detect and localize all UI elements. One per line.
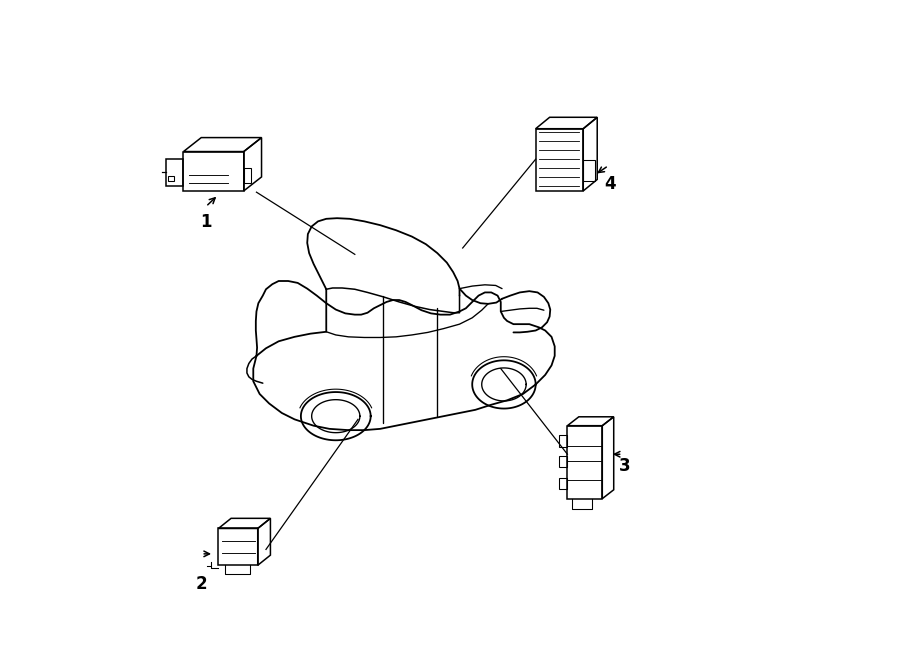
Text: 1: 1: [200, 213, 212, 231]
Text: 2: 2: [195, 575, 207, 593]
Text: 3: 3: [618, 457, 630, 475]
Text: 4: 4: [604, 175, 616, 193]
